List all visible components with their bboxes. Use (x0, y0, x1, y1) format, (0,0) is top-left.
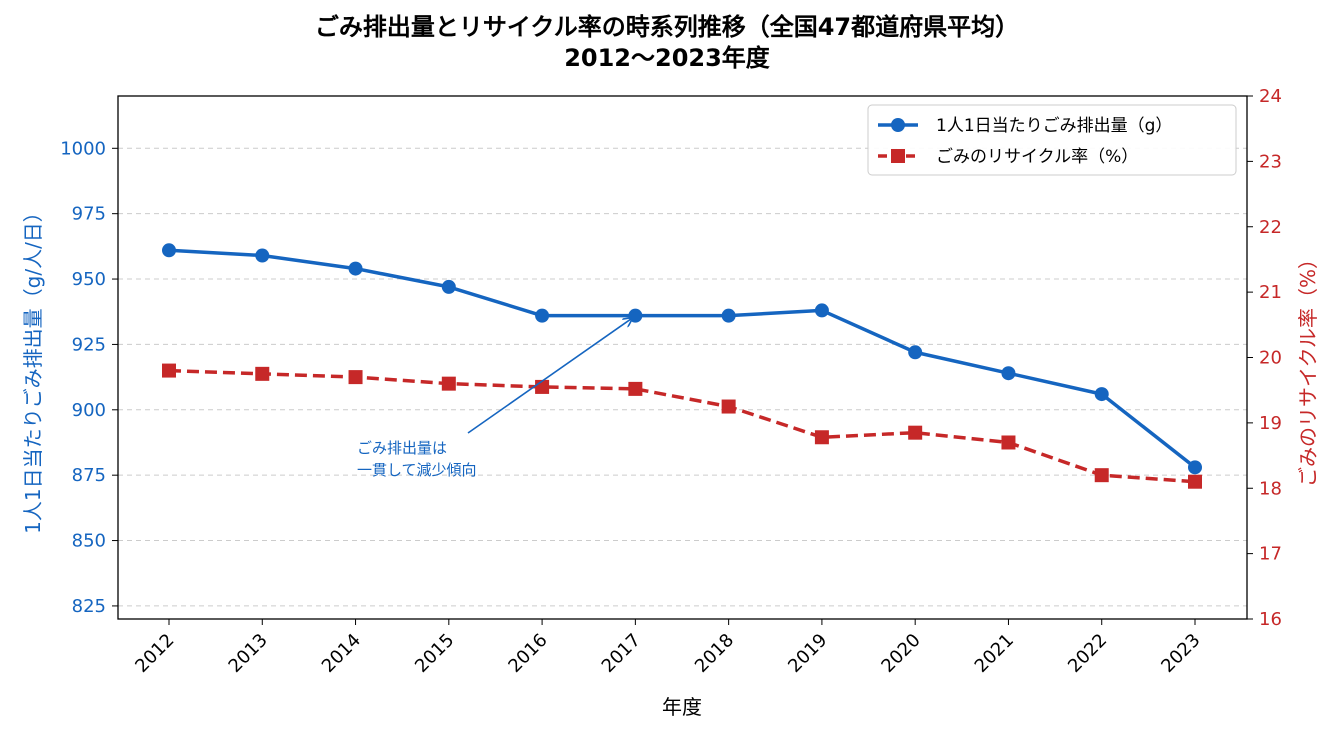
legend-label-waste: 1人1日当たりごみ排出量（g） (936, 116, 1172, 136)
chart-title-line2: 2012〜2023年度 (564, 44, 771, 72)
data-point-recycle (441, 376, 456, 391)
right-tick-label: 19 (1259, 413, 1282, 434)
data-point-recycle (721, 399, 736, 414)
x-tick-label: 2017 (598, 630, 645, 677)
data-point-recycle (814, 430, 829, 445)
x-tick-label: 2018 (691, 630, 738, 677)
x-axis-label: 年度 (662, 695, 702, 719)
legend: 1人1日当たりごみ排出量（g） ごみのリサイクル率（%） (867, 104, 1237, 176)
right-tick-label: 23 (1259, 151, 1282, 172)
annotation-text-line2: 一貫して減少傾向 (357, 461, 477, 479)
right-tick-label: 22 (1259, 217, 1282, 238)
data-point-waste (255, 248, 270, 263)
legend-marker-circle (891, 118, 905, 132)
x-tick-label: 2023 (1157, 630, 1204, 677)
data-point-recycle (255, 366, 270, 381)
data-point-waste (628, 308, 643, 323)
data-point-waste (535, 308, 550, 323)
right-tick-label: 20 (1259, 348, 1282, 369)
right-tick-label: 21 (1259, 282, 1282, 303)
series-layer (162, 243, 1202, 489)
x-tick-label: 2020 (877, 630, 924, 677)
right-tick-label: 16 (1259, 609, 1282, 630)
legend-box (867, 104, 1237, 176)
y-axis-right-label: ごみのリサイクル率（%） (1296, 249, 1320, 487)
annotation-arrow (467, 319, 631, 434)
data-point-recycle (908, 425, 923, 440)
data-point-waste (1188, 460, 1202, 475)
data-point-waste (814, 303, 829, 318)
data-point-waste (1001, 366, 1016, 381)
left-tick-label: 850 (72, 531, 106, 552)
right-tick-label: 24 (1259, 86, 1282, 107)
left-tick-label: 1000 (60, 138, 106, 159)
annotation-text-line1: ごみ排出量は (357, 439, 447, 457)
left-tick-label: 875 (72, 465, 106, 486)
right-tick-label: 18 (1259, 478, 1282, 499)
series-line-recycle (168, 368, 1196, 484)
data-point-waste (162, 243, 176, 258)
left-tick-label: 950 (72, 269, 106, 290)
data-point-recycle (1094, 468, 1109, 483)
left-axis-ticks: 825 850 875 900 925 950 975 1000 (60, 138, 118, 617)
data-point-recycle (1188, 474, 1202, 489)
x-tick-label: 2012 (131, 630, 178, 677)
gridlines (118, 147, 1247, 607)
data-point-recycle (348, 370, 363, 385)
left-tick-label: 900 (72, 400, 106, 421)
x-tick-label: 2015 (411, 630, 458, 677)
data-point-waste (908, 345, 923, 360)
data-point-recycle (1001, 435, 1016, 450)
data-point-recycle (162, 363, 176, 378)
right-axis-ticks: 16 17 18 19 20 21 22 23 24 (1247, 86, 1282, 630)
data-point-waste (348, 261, 363, 276)
legend-marker-square (891, 149, 905, 163)
data-point-waste (1094, 387, 1109, 402)
series-line-waste (168, 248, 1197, 469)
left-tick-label: 975 (72, 204, 106, 225)
chart-title-line1: ごみ排出量とリサイクル率の時系列推移（全国47都道府県平均） (315, 13, 1019, 41)
left-tick-label: 925 (72, 334, 106, 355)
right-tick-label: 17 (1259, 544, 1282, 565)
y-axis-left-label: 1人1日当たりごみ排出量（g/人/日） (21, 202, 45, 534)
x-tick-label: 2013 (225, 630, 272, 677)
x-tick-label: 2022 (1064, 630, 1111, 677)
data-point-waste (441, 279, 456, 294)
x-tick-label: 2019 (784, 630, 831, 677)
x-tick-label: 2014 (318, 630, 365, 677)
x-tick-label: 2016 (504, 630, 551, 677)
left-tick-label: 825 (72, 596, 106, 617)
x-axis-ticks: 2012 2013 2014 2015 2016 2017 2018 2019 2020 2021… (131, 619, 1205, 677)
data-point-recycle (628, 381, 643, 396)
legend-label-recycle: ごみのリサイクル率（%） (936, 147, 1138, 167)
annotation: ごみ排出量は 一貫して減少傾向 (357, 319, 631, 479)
data-point-waste (721, 308, 736, 323)
x-tick-label: 2021 (971, 630, 1018, 677)
